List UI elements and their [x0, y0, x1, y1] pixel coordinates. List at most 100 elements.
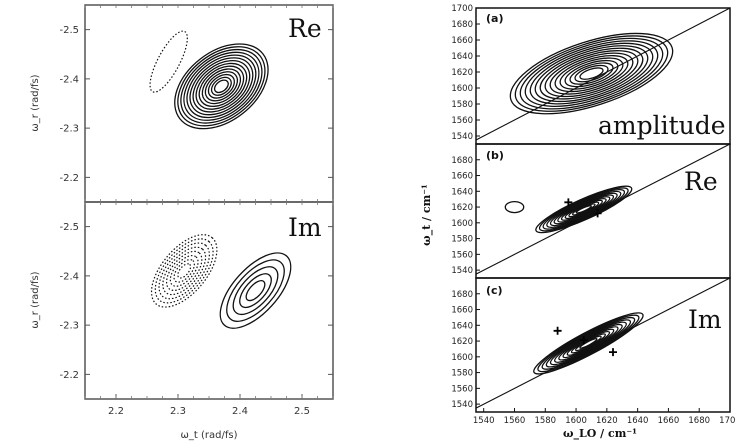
right-panel-b-label: Re [684, 167, 718, 196]
right-panel-c-xtick-label-0: 1540 [473, 416, 495, 426]
left-panel-re-contour-0-level-9 [201, 68, 242, 105]
left-panel-re-contour-0-level-12 [210, 76, 232, 96]
left-panel-im-contour-0-level-0 [150, 234, 218, 308]
left-panel-im-contour-1-level-0 [219, 252, 292, 329]
left-panel-im-contour-1-level-2 [232, 266, 279, 316]
right-panel-c-contour-0-level-3 [545, 319, 632, 368]
right-panel-b-ytick-label-7: 1540 [451, 266, 473, 276]
left-panel-im-contour-0-level-5 [169, 254, 199, 287]
right-panel-c-contour-0-level-0 [533, 312, 644, 375]
left-panel-im-contour-0-level-3 [162, 246, 207, 296]
left-panel-im-ylabel: ω_r (rad/fs) [30, 271, 41, 328]
right-panel-a-contour-0-level-1 [514, 35, 669, 112]
right-panel-a-ytick-label-7: 1560 [451, 116, 473, 126]
right-panel-a-contour-0-level-14 [579, 67, 604, 80]
left-panel-im-ytick-label-1: -2.4 [59, 271, 79, 282]
right-panel-c-diagonal-line [475, 277, 731, 409]
right-panel-c-ytick-label-4: 1600 [451, 353, 473, 363]
right-panel-c-xtick-label-1: 1560 [504, 416, 526, 426]
right-panel-b-contour-0-level-7 [560, 197, 607, 221]
right-panel-a-ytick-label-4: 1620 [451, 68, 473, 78]
right-panel-c-marker-0 [553, 326, 562, 335]
right-panel-c-letter: (c) [486, 284, 503, 297]
right-panel-c-ytick-label-2: 1640 [451, 321, 473, 331]
right-panel-a-ytick-label-3: 1640 [451, 52, 473, 62]
right-panel-a-contour-0-level-6 [539, 47, 644, 100]
left-panel-re-contour-0-level-13 [213, 79, 229, 94]
right-panel-a-ytick-label-6: 1580 [451, 100, 473, 110]
right-panel-c-ytick-label-6: 1560 [451, 384, 473, 394]
right-panel-b-contour-0-level-5 [553, 194, 615, 225]
right-panel-a-ytick-label-2: 1660 [451, 36, 473, 46]
right-panel-a-ytick-label-8: 1540 [451, 132, 473, 142]
left-panel-im-ytick-label-2: -2.3 [59, 321, 79, 332]
right-panel-b-contour-0-level-4 [549, 192, 618, 227]
left-panel-im-contour-1-level-4 [245, 279, 266, 302]
right-panel-b-ytick-label-2: 1640 [451, 187, 473, 197]
right-panel-c-contour-0-level-2 [541, 316, 636, 370]
left-panel-re-ytick-label-0: -2.5 [59, 25, 79, 36]
right-panel-a-letter: (a) [486, 12, 503, 25]
right-panel-a-contour-0-level-0 [509, 32, 674, 115]
left-panel-re-contour-0-level-8 [198, 65, 245, 108]
right-panel-c-xtick-label-8: 1700 [719, 416, 736, 426]
right-panel-c-contour-0-level-4 [549, 321, 627, 366]
left-panel-im-contour-0-level-1 [154, 238, 214, 304]
right-panel-c-marker-1 [579, 336, 588, 345]
left-panel-re-contour-0-level-2 [180, 48, 263, 124]
right-panel-b-ytick-label-6: 1560 [451, 250, 473, 260]
left-panel-re-contour-1-level-0 [149, 30, 188, 93]
right-panel-a-contour-0-level-12 [569, 62, 614, 85]
right-panel-c-marker-2 [609, 348, 618, 357]
right-panel-c-xtick-label-3: 1600 [565, 416, 587, 426]
right-panel-b-ytick-label-0: 1680 [451, 156, 473, 166]
left-panel-im-label: Im [288, 213, 322, 242]
left-panel-re-contour-0-level-0 [174, 43, 269, 130]
left-panel-im-contour-0-level-6 [173, 259, 195, 283]
left-panel-im-contour-1-level-3 [239, 273, 272, 309]
left-panel-re-contour-0-level-10 [204, 71, 239, 102]
right-panel-c-xtick-label-6: 1660 [658, 416, 680, 426]
right-panel-a-ytick-label-5: 1600 [451, 84, 473, 94]
right-panel-a-contour-0-level-3 [524, 40, 659, 107]
right-panel-c-xtick-label-5: 1640 [627, 416, 649, 426]
left-panel-im-contour-0-level-2 [158, 242, 210, 300]
right-panel-c-ytick-label-0: 1680 [451, 290, 473, 300]
left-panel-re-ytick-label-1: -2.4 [59, 74, 79, 85]
left-panel-re-contour-0-level-5 [189, 57, 254, 116]
right-panel-b-ytick-label-3: 1620 [451, 203, 473, 213]
left-panel-im-ytick-label-0: -2.5 [59, 222, 79, 233]
right-panel-c-contour-0-level-1 [537, 314, 640, 373]
right-panel-b-contour-0-level-11 [575, 205, 592, 214]
right-panel-c-ytick-label-5: 1580 [451, 369, 473, 379]
left-panel-im-contour-0-level-7 [177, 263, 192, 279]
right-panel-b-contour-0-level-0 [535, 185, 633, 234]
right-panel-c-xtick-label-4: 1620 [596, 416, 618, 426]
right-panel-a-contour-0-level-4 [529, 42, 654, 105]
left-panel-im-xtick-label-3: 2.5 [294, 406, 310, 417]
right-panel-a-label: amplitude [598, 111, 726, 140]
right-panel-b-contour-0-level-10 [571, 203, 596, 216]
right-panel-b-contour-0-level-1 [538, 187, 629, 232]
left-panel-im-ytick-label-3: -2.2 [59, 370, 79, 381]
right-panel-a-contour-0-level-2 [519, 37, 664, 110]
right-panel-c-label: Im [688, 305, 722, 334]
right-panel-b-contour-1-level-0 [504, 200, 525, 214]
right-panel-a-contour-0-level-11 [564, 59, 619, 88]
right-panel-b-contour-0-level-9 [568, 201, 600, 218]
right-ylabel: ω_t / cm⁻¹ [420, 184, 434, 246]
right-panel-a-ytick-label-1: 1680 [451, 20, 473, 30]
right-panel-a-contour-0-level-7 [544, 50, 639, 98]
left-panel-re-contour-0-level-11 [207, 73, 235, 99]
right-xlabel: ω_LO / cm⁻¹ [563, 427, 637, 441]
left-panel-re-contour-0-level-4 [186, 54, 257, 119]
right-panel-c-frame [475, 277, 731, 413]
right-panel-a-contour-0-level-5 [534, 45, 649, 103]
left-panel-im-xtick-label-2: 2.4 [232, 406, 248, 417]
right-panel-b-contour-0-level-8 [564, 199, 603, 220]
left-panel-re-contour-0-level-3 [183, 51, 260, 121]
right-panel-b-letter: (b) [486, 149, 504, 162]
right-panel-c-ytick-label-3: 1620 [451, 337, 473, 347]
left-panel-re-label: Re [288, 14, 322, 43]
right-panel-c-contour-0-level-7 [562, 328, 615, 359]
